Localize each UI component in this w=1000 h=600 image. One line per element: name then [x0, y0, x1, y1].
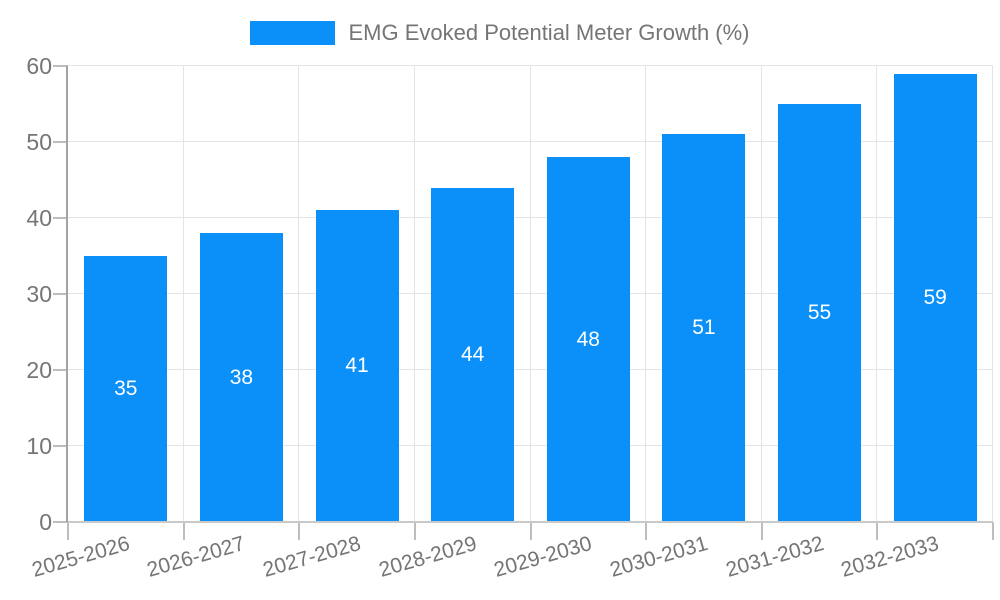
x-axis-line — [68, 521, 993, 523]
x-gridline — [876, 66, 878, 522]
y-tick-label: 40 — [26, 205, 52, 231]
y-tick — [53, 141, 68, 143]
y-gridline — [68, 141, 993, 142]
y-tick — [53, 445, 68, 447]
y-tick-label: 60 — [26, 53, 52, 79]
y-gridline — [68, 217, 993, 218]
x-tick — [760, 522, 763, 540]
y-gridline — [68, 293, 993, 294]
y-tick-label: 0 — [39, 509, 52, 535]
legend[interactable]: EMG Evoked Potential Meter Growth (%) — [0, 20, 1000, 46]
bar-value-label: 51 — [692, 316, 716, 340]
y-gridline — [68, 369, 993, 370]
plot-area: 35 38 41 44 48 51 55 59 — [68, 65, 993, 522]
legend-label: EMG Evoked Potential Meter Growth (%) — [348, 20, 750, 45]
bar-value-label: 35 — [114, 377, 138, 400]
x-tick — [992, 522, 994, 540]
y-tick-label: 10 — [26, 433, 52, 459]
x-gridline — [413, 66, 415, 522]
x-gridline — [182, 66, 184, 522]
y-tick-label: 30 — [26, 281, 52, 307]
x-gridline — [992, 66, 993, 522]
bar: 35 — [84, 256, 168, 522]
bar: 48 — [546, 157, 630, 522]
bar: 38 — [199, 233, 283, 522]
bar-value-label: 55 — [807, 301, 832, 324]
y-gridline — [68, 445, 993, 446]
x-gridline — [760, 66, 762, 522]
y-tick — [53, 369, 68, 371]
bar-value-label: 44 — [461, 342, 485, 366]
bar: 55 — [778, 104, 862, 522]
bar: 51 — [662, 134, 746, 522]
bar: 41 — [315, 210, 399, 522]
bar: 59 — [893, 73, 977, 522]
y-tick — [53, 217, 68, 219]
y-tick-label: 20 — [26, 357, 52, 383]
y-gridline — [68, 65, 993, 66]
x-gridline — [645, 66, 647, 522]
legend-swatch — [250, 21, 336, 45]
y-tick — [53, 293, 68, 295]
x-gridline — [298, 66, 300, 522]
x-tick — [182, 522, 185, 540]
x-tick — [876, 522, 879, 540]
y-tick — [53, 521, 68, 523]
y-axis-line — [66, 66, 68, 522]
y-tick — [53, 65, 68, 67]
bar-value-label: 38 — [229, 365, 254, 389]
y-tick-label: 50 — [26, 129, 52, 155]
bar-value-label: 41 — [345, 354, 369, 378]
bar-value-label: 59 — [923, 285, 947, 309]
bar-value-label: 48 — [576, 327, 600, 351]
bar: 44 — [431, 187, 515, 522]
x-tick — [67, 522, 69, 540]
x-tick — [298, 522, 301, 540]
x-tick — [645, 522, 648, 540]
x-tick — [529, 522, 532, 540]
x-tick — [413, 522, 416, 540]
x-gridline — [529, 66, 531, 522]
